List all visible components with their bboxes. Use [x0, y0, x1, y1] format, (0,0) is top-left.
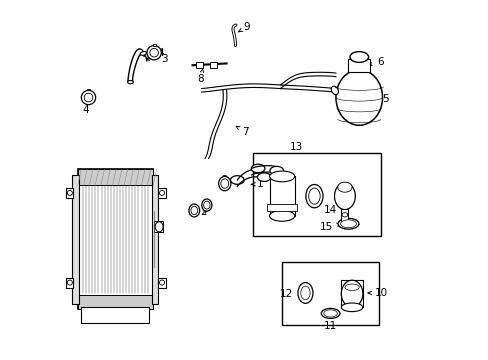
Text: 5: 5 — [375, 94, 388, 104]
Ellipse shape — [334, 183, 355, 210]
Ellipse shape — [344, 284, 359, 291]
Bar — [72, 175, 79, 304]
Bar — [78, 169, 153, 309]
Bar — [81, 307, 149, 323]
Text: 7: 7 — [236, 126, 248, 136]
Ellipse shape — [308, 188, 320, 204]
Ellipse shape — [341, 280, 362, 307]
Ellipse shape — [257, 173, 270, 181]
Ellipse shape — [349, 51, 368, 62]
Ellipse shape — [230, 176, 244, 184]
Text: 4: 4 — [157, 48, 163, 58]
Bar — [253, 153, 380, 235]
Ellipse shape — [127, 81, 133, 84]
Ellipse shape — [337, 182, 351, 192]
Bar — [87, 89, 90, 90]
Bar — [66, 278, 73, 288]
Ellipse shape — [323, 310, 337, 317]
Text: 9: 9 — [238, 22, 250, 32]
Text: 10: 10 — [367, 288, 386, 298]
Circle shape — [67, 190, 72, 195]
Ellipse shape — [297, 283, 312, 303]
Ellipse shape — [202, 199, 211, 211]
Bar — [158, 278, 165, 288]
Ellipse shape — [321, 309, 339, 319]
Ellipse shape — [335, 70, 382, 125]
Ellipse shape — [218, 176, 230, 191]
Bar — [341, 209, 348, 221]
Ellipse shape — [221, 179, 228, 188]
Text: 12: 12 — [279, 289, 301, 299]
Ellipse shape — [305, 184, 323, 208]
Bar — [269, 176, 294, 216]
Circle shape — [149, 48, 158, 57]
Ellipse shape — [330, 86, 338, 95]
Ellipse shape — [269, 171, 294, 182]
Bar — [78, 169, 153, 185]
Circle shape — [147, 45, 161, 60]
Bar — [348, 59, 369, 72]
Circle shape — [81, 90, 96, 105]
Ellipse shape — [203, 201, 210, 209]
Bar — [154, 221, 163, 232]
Circle shape — [159, 190, 164, 195]
Ellipse shape — [188, 204, 199, 217]
Circle shape — [159, 280, 164, 285]
Ellipse shape — [155, 222, 163, 232]
Text: 3: 3 — [146, 54, 167, 64]
Ellipse shape — [269, 211, 294, 221]
Ellipse shape — [341, 213, 347, 217]
Bar — [152, 44, 155, 45]
Ellipse shape — [300, 286, 309, 300]
Ellipse shape — [251, 164, 264, 173]
Bar — [210, 62, 217, 68]
Text: 8: 8 — [197, 68, 203, 84]
Text: 15: 15 — [320, 222, 340, 232]
Circle shape — [67, 280, 72, 285]
Bar — [341, 280, 362, 307]
Bar — [152, 175, 158, 304]
Text: 4: 4 — [82, 94, 89, 115]
Ellipse shape — [190, 206, 197, 215]
Bar — [282, 262, 378, 325]
Circle shape — [84, 93, 93, 102]
Text: 11: 11 — [323, 314, 337, 330]
Ellipse shape — [140, 51, 146, 55]
Text: 6: 6 — [367, 57, 383, 67]
Text: 2: 2 — [201, 207, 207, 217]
Ellipse shape — [340, 220, 356, 228]
Bar — [78, 295, 153, 309]
Bar — [66, 188, 73, 198]
Ellipse shape — [337, 219, 358, 229]
Text: 14: 14 — [323, 206, 343, 216]
Text: 1: 1 — [251, 179, 263, 189]
Bar — [158, 188, 165, 198]
Ellipse shape — [341, 303, 362, 312]
Text: 13: 13 — [289, 142, 302, 152]
Bar — [196, 62, 202, 68]
Bar — [266, 204, 297, 211]
Text: 2: 2 — [221, 175, 227, 185]
Ellipse shape — [269, 166, 283, 175]
